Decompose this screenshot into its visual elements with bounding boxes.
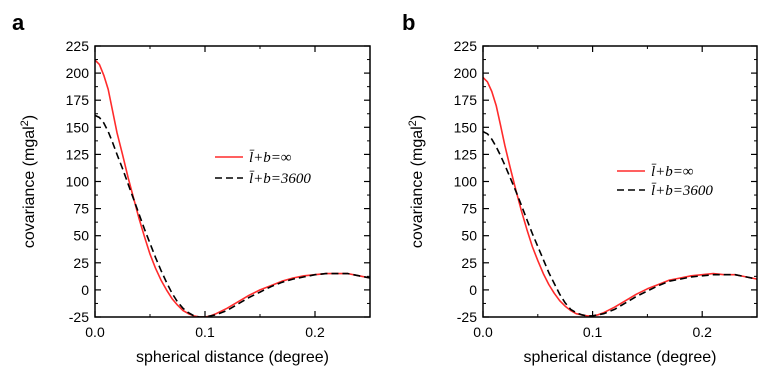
x-tick-label: 0.0	[85, 324, 105, 340]
x-tick-label: 0.2	[305, 324, 325, 340]
series-line-2	[95, 114, 370, 317]
y-axis-label-sup: 2	[19, 120, 31, 126]
y-axis-label: covariance (mgal2)	[407, 115, 426, 248]
panel-label: a	[12, 10, 25, 35]
y-tick-label: 25	[73, 255, 89, 271]
series-line-2	[483, 130, 757, 317]
legend: l̄+b=∞ l̄+b=3600	[617, 164, 713, 199]
x-tick-label: 0.0	[473, 324, 493, 340]
panel-label: b	[402, 10, 415, 35]
legend-label-2: l̄+b=3600	[249, 171, 312, 187]
y-tick-label: 200	[454, 65, 478, 81]
x-tick-label: 0.2	[692, 324, 712, 340]
x-tick-label: 0.1	[583, 324, 603, 340]
y-tick-label: 75	[73, 201, 89, 217]
y-tick-label: 225	[66, 38, 90, 54]
series-line-1	[95, 59, 370, 317]
y-axis-label-sup: 2	[407, 120, 419, 126]
y-tick-label: 200	[66, 65, 90, 81]
series-line-1	[483, 76, 757, 317]
y-tick-label: 0	[469, 282, 477, 298]
y-axis-label-text: covariance (mgal	[409, 126, 426, 248]
y-tick-label: 175	[454, 92, 478, 108]
y-axis-label-close: )	[21, 115, 38, 120]
y-axis-label-text: covariance (mgal	[21, 126, 38, 248]
chart-panel-b: b -25 0 25 50 75 100 125 150 175 200 225 0.0 0.1 0.2 sp…	[402, 10, 758, 366]
y-tick-label: 150	[66, 119, 90, 135]
y-tick-label: 125	[454, 146, 478, 162]
x-axis-label: spherical distance (degree)	[524, 349, 717, 366]
x-tick-label: 0.1	[195, 324, 215, 340]
plot-area	[95, 59, 370, 317]
plot-frame	[482, 45, 758, 318]
y-axis-label-close: )	[409, 115, 426, 120]
legend-label-1: l̄+b=∞	[249, 150, 292, 166]
chart-panel-a: a -25 0 25 50 75 100 125 150 175 200 225 0.0 0.1 0.2 sp…	[12, 10, 371, 366]
y-tick-label: 175	[66, 92, 90, 108]
y-tick-label: 50	[461, 228, 477, 244]
plot-frame	[94, 45, 371, 318]
y-tick-label: 125	[66, 146, 90, 162]
y-tick-label: 0	[81, 282, 89, 298]
x-axis-label: spherical distance (degree)	[136, 349, 329, 366]
y-axis-label: covariance (mgal2)	[19, 115, 38, 248]
legend: l̄+b=∞ l̄+b=3600	[215, 150, 311, 187]
y-tick-label: 25	[461, 255, 477, 271]
y-tick-label: 100	[454, 174, 478, 190]
legend-label-1: l̄+b=∞	[651, 164, 694, 180]
legend-label-2: l̄+b=3600	[651, 183, 714, 199]
y-tick-label: -25	[69, 309, 89, 325]
y-tick-label: 50	[73, 228, 89, 244]
y-tick-label: 100	[66, 174, 90, 190]
y-tick-label: 150	[454, 119, 478, 135]
y-tick-label: 225	[454, 38, 478, 54]
y-tick-label: 75	[461, 201, 477, 217]
plot-area	[483, 76, 757, 317]
y-tick-label: -25	[457, 309, 477, 325]
